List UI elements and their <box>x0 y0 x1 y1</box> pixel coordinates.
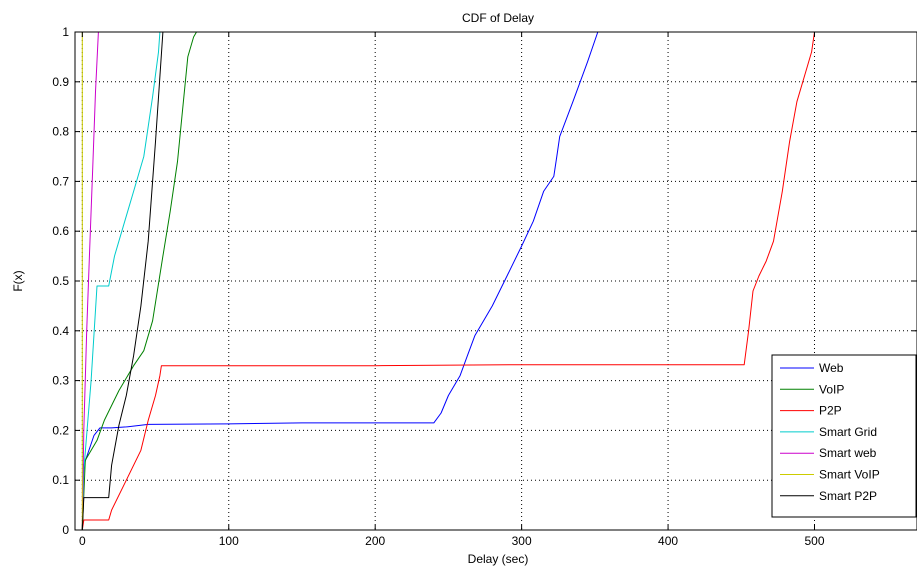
x-tick-label: 0 <box>79 534 86 548</box>
legend-box <box>771 354 917 518</box>
x-axis-label: Delay (sec) <box>468 552 529 566</box>
x-tick-label: 500 <box>804 534 824 548</box>
legend-entry: Smart web <box>819 446 877 460</box>
y-tick-label: 1 <box>62 25 69 39</box>
legend: Web VoIP P2P Smart Grid Smart web Smart VoIP S… <box>771 354 917 518</box>
series-line-p2p <box>81 31 815 531</box>
legend-entry: Smart P2P <box>819 489 877 503</box>
y-tick-label: 0 <box>62 523 69 537</box>
y-tick-label: 0.5 <box>52 274 69 288</box>
series-line-web <box>81 31 599 526</box>
y-axis-label: F(x) <box>11 270 25 291</box>
series-line-smart-web <box>81 31 99 531</box>
legend-entry: Smart Grid <box>819 425 877 439</box>
y-tick-label: 0.1 <box>52 473 69 487</box>
chart-title: CDF of Delay <box>462 11 534 25</box>
y-tick-label: 0.4 <box>52 324 69 338</box>
series-line-smart-grid <box>81 31 161 531</box>
legend-entry: P2P <box>819 404 842 418</box>
legend-entry: Web <box>819 361 844 375</box>
y-tick-label: 0.3 <box>52 374 69 388</box>
series-line-smart-p2p <box>81 31 164 531</box>
series-lines <box>81 31 815 531</box>
y-tick-label: 0.6 <box>52 224 69 238</box>
x-tick-label: 400 <box>658 534 678 548</box>
x-tick-label: 200 <box>365 534 385 548</box>
legend-entry: VoIP <box>819 382 844 396</box>
legend-entry: Smart VoIP <box>819 468 880 482</box>
x-tick-label: 100 <box>219 534 239 548</box>
y-tick-label: 0.9 <box>52 75 69 89</box>
x-tick-label: 300 <box>512 534 532 548</box>
y-tick-label: 0.8 <box>52 125 69 139</box>
axis-ticks: 0 100 200 300 400 500 0 0.1 0.2 0.3 0.4 0.5 0.6 0.7 0.… <box>52 25 917 548</box>
y-tick-label: 0.2 <box>52 423 69 437</box>
series-line-voip <box>81 31 197 531</box>
y-tick-label: 0.7 <box>52 174 69 188</box>
